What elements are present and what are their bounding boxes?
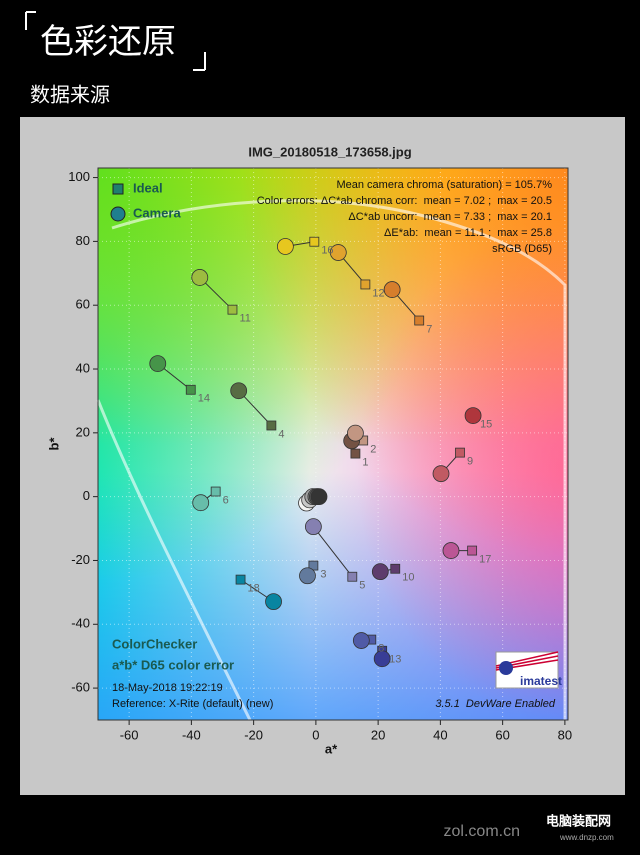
- y-tick-label: -20: [71, 552, 90, 567]
- point-label: 13: [389, 654, 401, 666]
- error-line: [312, 526, 353, 578]
- camera-marker: [276, 238, 294, 255]
- y-tick-label: 80: [76, 233, 90, 248]
- y-tick-label: -40: [71, 616, 90, 631]
- point-label: 15: [480, 419, 492, 431]
- logo-text: imatest: [520, 674, 562, 688]
- camera-marker: [373, 650, 391, 668]
- logo-sphere: [499, 661, 513, 675]
- ideal-marker: [360, 279, 371, 290]
- point-label: 3: [320, 568, 326, 580]
- ideal-marker: [467, 545, 478, 556]
- x-tick-label: -60: [120, 727, 139, 742]
- point-label: 14: [198, 393, 210, 405]
- x-tick-label: 60: [495, 727, 509, 742]
- stat-line: Mean camera chroma (saturation) = 105.7%: [336, 179, 552, 191]
- camera-marker: [299, 567, 316, 585]
- x-tick-label: -40: [182, 727, 201, 742]
- stat-line: ΔE*ab: mean = 11.1 ; max = 25.8: [384, 227, 552, 239]
- y-tick-label: 60: [76, 297, 90, 312]
- point-label: 17: [479, 553, 491, 565]
- camera-marker: [383, 281, 401, 298]
- camera-marker: [230, 382, 248, 400]
- caption-line: 18-May-2018 19:22:19: [112, 682, 223, 694]
- color-plane: [96, 168, 568, 721]
- point-label: 5: [359, 580, 365, 592]
- ideal-marker: [210, 486, 221, 497]
- stat-line: Color errors: ΔC*ab chroma corr: mean = …: [257, 195, 552, 207]
- legend-marker: [112, 183, 124, 195]
- camera-marker: [192, 494, 210, 512]
- point-label: 16: [321, 245, 333, 257]
- camera-marker: [310, 488, 328, 506]
- caption-line: ColorChecker: [112, 636, 197, 651]
- ideal-marker: [414, 315, 425, 326]
- point-label: 10: [402, 572, 414, 584]
- page-title: 色彩还原: [40, 23, 176, 61]
- point-label: 8: [378, 642, 384, 654]
- ideal-marker: [455, 447, 465, 458]
- y-tick-label: 100: [68, 169, 90, 184]
- camera-marker: [265, 593, 282, 611]
- camera-marker: [442, 542, 460, 559]
- point-label: 4: [278, 428, 284, 440]
- ideal-marker: [185, 384, 196, 395]
- version: 3.5.1 DevWare Enabled: [435, 698, 556, 710]
- watermark-site: zol.com.cn: [444, 823, 520, 840]
- x-axis-label: a*: [325, 741, 338, 756]
- point-label: 12: [372, 287, 384, 299]
- point-label: 9: [467, 456, 473, 468]
- camera-marker: [149, 355, 167, 372]
- y-tick-label: 20: [76, 424, 90, 439]
- stat-line: sRGB (D65): [492, 243, 552, 255]
- x-tick-label: 40: [433, 727, 447, 742]
- camera-marker: [432, 465, 450, 483]
- y-tick-label: -60: [71, 680, 90, 695]
- point-label: 6: [223, 494, 229, 506]
- ideal-marker: [309, 236, 320, 247]
- bracket-open: [25, 11, 36, 30]
- watermark-brand: 电脑装配网: [546, 813, 611, 828]
- x-tick-label: 80: [558, 727, 572, 742]
- bracket-close: [193, 52, 206, 71]
- watermark-url: www.dnzp.com: [559, 833, 614, 842]
- camera-marker: [304, 518, 322, 536]
- page-subtitle: 数据来源: [30, 83, 110, 106]
- point-label: 11: [239, 313, 250, 325]
- point-label: 2: [370, 443, 376, 455]
- legend-label: Ideal: [133, 180, 163, 195]
- camera-marker: [464, 407, 482, 425]
- ideal-marker: [227, 304, 238, 315]
- ideal-marker: [350, 448, 361, 459]
- y-tick-label: 0: [83, 488, 90, 503]
- stat-line: ΔC*ab uncorr: mean = 7.33 ; max = 20.1: [348, 211, 552, 223]
- point-label: 18: [248, 583, 260, 595]
- x-tick-label: 20: [371, 727, 385, 742]
- ideal-marker: [390, 563, 401, 574]
- camera-marker: [191, 269, 209, 286]
- camera-marker: [371, 563, 389, 581]
- caption-line: Reference: X-Rite (default) (new): [112, 698, 273, 710]
- x-tick-label: -20: [244, 727, 263, 742]
- camera-marker: [329, 244, 347, 261]
- camera-marker: [352, 632, 370, 649]
- ideal-marker: [235, 574, 246, 585]
- chart-title: IMG_20180518_173658.jpg: [248, 144, 411, 159]
- y-tick-label: 40: [76, 360, 90, 375]
- caption-line: a*b* D65 color error: [112, 657, 234, 672]
- legend-marker: [110, 206, 126, 222]
- plot-frame: [97, 167, 569, 721]
- legend-label: Camera: [133, 205, 181, 220]
- y-axis-label: b*: [46, 437, 61, 451]
- point-label: 1: [362, 456, 368, 468]
- point-label: 7: [426, 323, 432, 335]
- ideal-marker: [347, 571, 358, 582]
- x-tick-label: 0: [312, 727, 319, 742]
- camera-marker: [347, 424, 364, 442]
- ideal-marker: [266, 420, 277, 431]
